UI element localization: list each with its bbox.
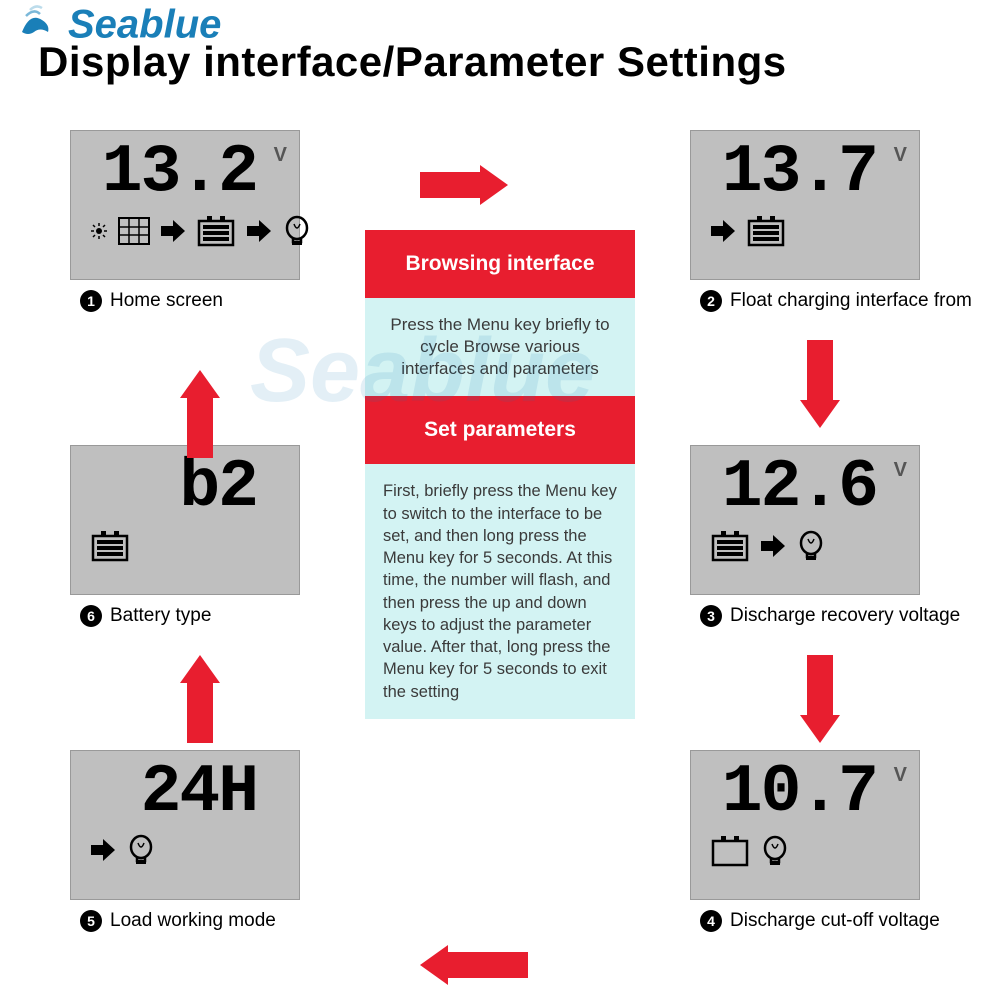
lcd-s2: 13.7V (690, 130, 920, 280)
caption-s1: 1 Home screen (80, 290, 223, 312)
lcd-icons (83, 213, 287, 254)
lcd-unit: V (894, 460, 905, 480)
center-column: Browsing interface Press the Menu key br… (365, 230, 635, 719)
lcd-unit: V (894, 765, 905, 785)
panel-icon (117, 214, 151, 253)
arrow-icon (245, 216, 273, 251)
lcd-icons (703, 528, 907, 569)
caption-label: Discharge cut-off voltage (730, 910, 940, 932)
bulb-icon (125, 833, 157, 872)
browsing-header: Browsing interface (365, 230, 635, 298)
sun-icon (89, 221, 109, 246)
arrow-icon (759, 531, 787, 566)
lcd-icons (703, 213, 907, 254)
bulb-icon (759, 834, 791, 873)
lcd-s1: 13.2V (70, 130, 300, 280)
flow-arrow-down (795, 340, 845, 435)
lcd-icons (703, 833, 907, 874)
lcd-s4: 10.7V (690, 750, 920, 900)
flow-arrow-up (175, 655, 225, 750)
caption-label: Load working mode (110, 910, 276, 932)
caption-s4: 4 Discharge cut-off voltage (700, 910, 940, 932)
step-badge: 1 (80, 290, 102, 312)
caption-s3: 3 Discharge recovery voltage (700, 605, 960, 627)
battery-empty-icon (709, 833, 751, 874)
battery-icon (195, 213, 237, 254)
battery-icon (709, 528, 751, 569)
caption-label: Discharge recovery voltage (730, 605, 960, 627)
browsing-help: Press the Menu key briefly to cycle Brow… (365, 298, 635, 396)
bulb-icon (281, 214, 313, 253)
lcd-value: 10.7V (703, 759, 907, 827)
flow-arrow-right (420, 160, 510, 215)
lcd-icons (83, 528, 287, 569)
battery-icon (89, 528, 131, 569)
caption-label: Battery type (110, 605, 211, 627)
battery-icon (745, 213, 787, 254)
lcd-value: 12.6V (703, 454, 907, 522)
lcd-value: 24H (83, 759, 287, 827)
set-header: Set parameters (365, 396, 635, 464)
caption-label: Float charging interface from (730, 290, 972, 312)
lcd-value: 13.2V (83, 139, 287, 207)
caption-s6: 6 Battery type (80, 605, 211, 627)
caption-label: Home screen (110, 290, 223, 312)
step-badge: 5 (80, 910, 102, 932)
step-badge: 4 (700, 910, 722, 932)
lcd-unit: V (274, 145, 285, 165)
caption-s5: 5 Load working mode (80, 910, 276, 932)
arrow-icon (89, 835, 117, 870)
lcd-unit: V (894, 145, 905, 165)
set-help: First, briefly press the Menu key to swi… (365, 464, 635, 719)
lcd-value: 13.7V (703, 139, 907, 207)
lcd-s5: 24H (70, 750, 300, 900)
page-title: Display interface/Parameter Settings (38, 38, 787, 86)
step-badge: 3 (700, 605, 722, 627)
step-badge: 6 (80, 605, 102, 627)
arrow-icon (159, 216, 187, 251)
caption-s2: 2 Float charging interface from (700, 290, 972, 312)
step-badge: 2 (700, 290, 722, 312)
lcd-icons (83, 833, 287, 872)
flow-arrow-up (175, 370, 225, 465)
bulb-icon (795, 529, 827, 568)
arrow-icon (709, 216, 737, 251)
flow-arrow-left (420, 940, 530, 995)
lcd-s3: 12.6V (690, 445, 920, 595)
lcd-s6: b2 (70, 445, 300, 595)
flow-arrow-down (795, 655, 845, 750)
